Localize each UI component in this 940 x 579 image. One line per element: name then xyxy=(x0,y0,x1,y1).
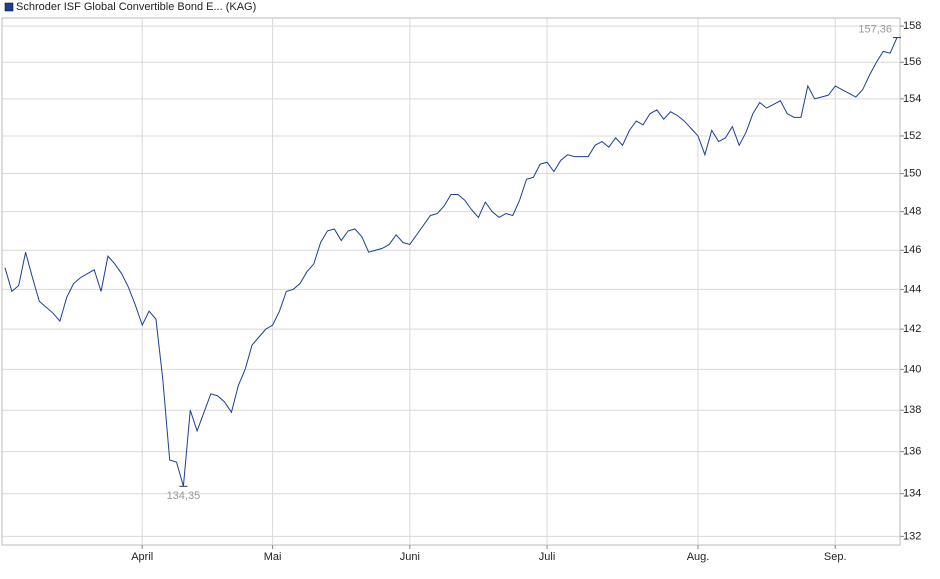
x-tick-label: Mai xyxy=(264,551,282,563)
y-tick-label: 154 xyxy=(903,93,921,105)
legend-swatch xyxy=(4,2,14,12)
y-tick-label: 150 xyxy=(903,167,921,179)
x-tick-label: Juni xyxy=(400,551,420,563)
y-tick-label: 146 xyxy=(903,244,921,256)
value-label: 134,35 xyxy=(167,490,201,502)
y-tick-label: 142 xyxy=(903,323,921,335)
x-tick-label: Aug. xyxy=(687,551,710,563)
y-tick-label: 132 xyxy=(903,530,921,542)
plot-area xyxy=(1,17,901,546)
y-tick-label: 138 xyxy=(903,404,921,416)
y-tick-label: 148 xyxy=(903,206,921,218)
x-tick-label: Juli xyxy=(539,551,556,563)
y-tick-label: 136 xyxy=(903,446,921,458)
y-tick-label: 152 xyxy=(903,130,921,142)
y-tick-label: 140 xyxy=(903,363,921,375)
value-label: 157,36 xyxy=(858,23,892,35)
legend-label: Schroder ISF Global Convertible Bond E..… xyxy=(16,1,256,13)
y-tick-label: 134 xyxy=(903,488,921,500)
x-tick-label: Sep. xyxy=(824,551,847,563)
y-tick-label: 158 xyxy=(903,20,921,32)
y-tick-label: 156 xyxy=(903,56,921,68)
line xyxy=(4,37,898,487)
y-tick-label: 144 xyxy=(903,283,921,295)
x-tick-label: April xyxy=(131,551,153,563)
